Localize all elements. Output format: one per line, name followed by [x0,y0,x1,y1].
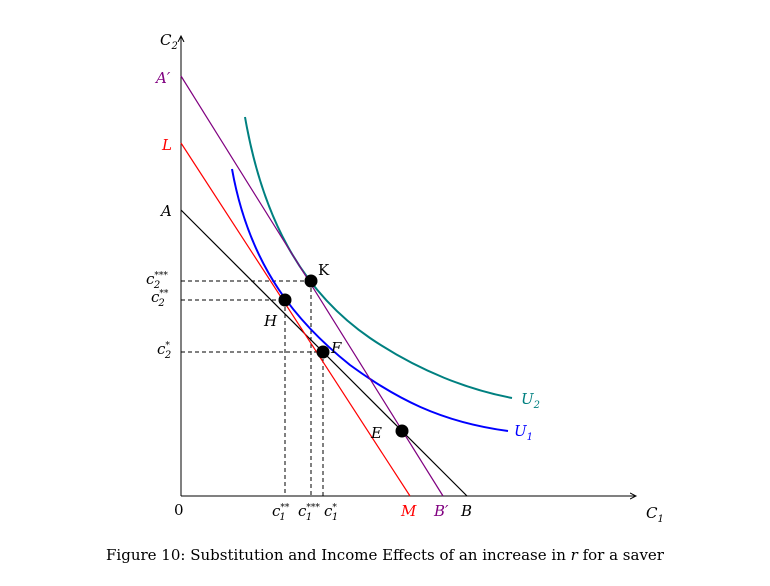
c2-triple-label: c*** 2 [146,270,168,291]
figure-caption: Figure 10: Substitution and Income Effec… [106,546,664,564]
x-tick-b-prime: B′ [433,502,449,520]
guide-lines [181,280,324,496]
point-f-label: F [330,339,342,357]
x-tick-b: B [460,502,472,520]
curve-u2 [244,116,513,399]
curve-u1-label: U1 [514,422,533,443]
c2-double-label: c** 2 [151,288,169,309]
point-f [316,345,330,359]
y-tick-a: A [159,202,172,220]
y-axis-label: C2 [160,31,178,52]
point-h [278,293,292,307]
budget-line-lm [180,142,411,497]
curve-u2-label: U2 [521,390,540,411]
origin-label: 0 [174,501,184,519]
c1-double-label: c** 1 [272,502,290,523]
point-e [395,424,409,438]
x-axis-label: C1 [646,504,664,525]
c2-single-label: c* 2 [157,340,171,361]
c1-single-label: c* 1 [324,502,338,523]
point-k [304,274,318,288]
y-tick-a-prime: A′ [154,69,171,87]
point-k-label: K [318,261,330,279]
y-tick-l: L [161,136,172,154]
x-tick-m: M [400,502,417,520]
curve-u1 [231,168,509,432]
point-e-label: E [370,424,382,442]
point-h-label: H [263,312,278,330]
c1-triple-label: c*** 1 [298,502,320,523]
